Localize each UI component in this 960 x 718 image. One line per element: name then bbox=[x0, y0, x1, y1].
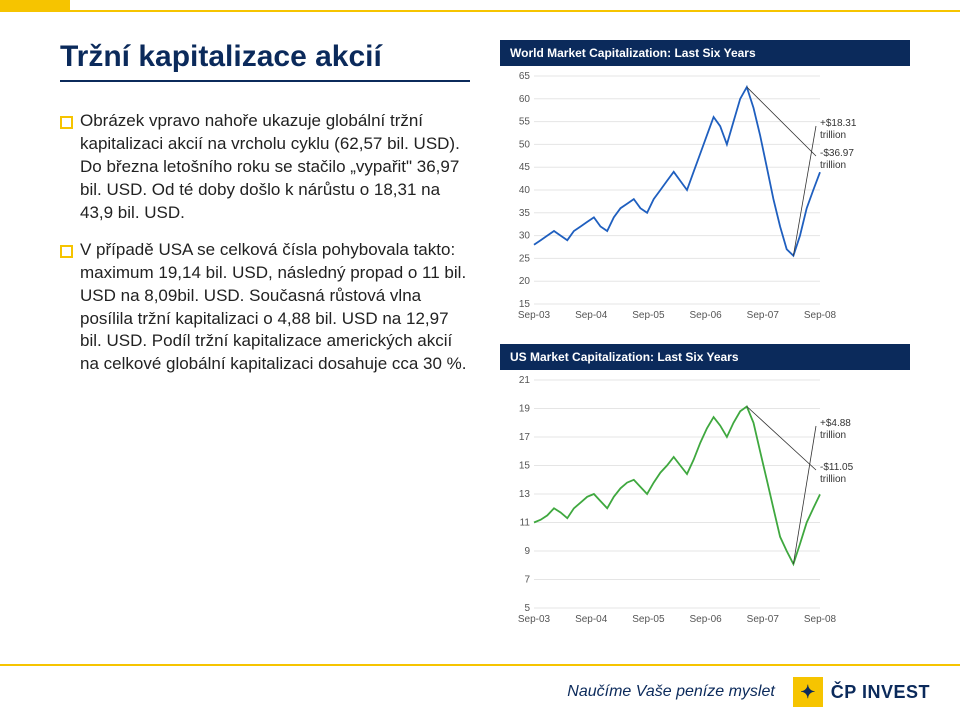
logo: ✦ ČP INVEST bbox=[793, 677, 930, 707]
chart-us: US Market Capitalization: Last Six Years… bbox=[500, 344, 910, 630]
logo-icon: ✦ bbox=[793, 677, 823, 707]
bullet-list: Obrázek vpravo nahoře ukazuje globální t… bbox=[60, 110, 470, 376]
svg-text:Sep-04: Sep-04 bbox=[575, 310, 608, 321]
svg-text:15: 15 bbox=[519, 299, 531, 310]
svg-text:9: 9 bbox=[524, 546, 530, 557]
svg-text:17: 17 bbox=[519, 432, 531, 443]
svg-text:55: 55 bbox=[519, 117, 531, 128]
svg-text:Sep-03: Sep-03 bbox=[518, 614, 551, 625]
svg-text:Sep-06: Sep-06 bbox=[689, 614, 722, 625]
chart-us-svg: 5 7 9 11 13 15 17 19 21 Sep-03 Sep-04 Sep-05 Sep-06 S… bbox=[500, 370, 910, 630]
bullet-item: Obrázek vpravo nahoře ukazuje globální t… bbox=[60, 110, 470, 225]
svg-text:21: 21 bbox=[519, 375, 531, 386]
svg-text:25: 25 bbox=[519, 253, 531, 264]
bullet-item: V případě USA se celková čísla pohyboval… bbox=[60, 239, 470, 377]
svg-text:Sep-05: Sep-05 bbox=[632, 614, 665, 625]
right-column: World Market Capitalization: Last Six Ye… bbox=[500, 40, 910, 648]
svg-text:45: 45 bbox=[519, 162, 531, 173]
svg-text:Sep-07: Sep-07 bbox=[747, 614, 780, 625]
svg-text:Sep-06: Sep-06 bbox=[689, 310, 722, 321]
chart-us-title: US Market Capitalization: Last Six Years bbox=[500, 344, 910, 370]
svg-text:50: 50 bbox=[519, 139, 531, 150]
footer: Naučíme Vaše peníze myslet ✦ ČP INVEST bbox=[0, 664, 960, 718]
slide: Tržní kapitalizace akcií Obrázek vpravo … bbox=[0, 0, 960, 648]
svg-text:Sep-07: Sep-07 bbox=[747, 310, 780, 321]
chart-world-title: World Market Capitalization: Last Six Ye… bbox=[500, 40, 910, 66]
chart-world-svg: 15 20 25 30 35 40 45 50 55 60 65 Sep-03 Sep-04 Sep-05… bbox=[500, 66, 910, 326]
svg-text:+$4.88trillion: +$4.88trillion bbox=[820, 418, 851, 441]
chart-world: World Market Capitalization: Last Six Ye… bbox=[500, 40, 910, 326]
svg-text:Sep-08: Sep-08 bbox=[804, 310, 837, 321]
svg-text:-$11.05trillion: -$11.05trillion bbox=[820, 462, 854, 485]
footer-tagline: Naučíme Vaše peníze myslet bbox=[567, 683, 775, 701]
svg-text:+$18.31trillion: +$18.31trillion bbox=[820, 118, 857, 141]
page-title: Tržní kapitalizace akcií bbox=[60, 40, 470, 82]
svg-text:5: 5 bbox=[524, 603, 530, 614]
logo-text: ČP INVEST bbox=[831, 682, 930, 703]
svg-text:65: 65 bbox=[519, 71, 531, 82]
svg-text:Sep-08: Sep-08 bbox=[804, 614, 837, 625]
svg-text:Sep-03: Sep-03 bbox=[518, 310, 551, 321]
left-column: Tržní kapitalizace akcií Obrázek vpravo … bbox=[60, 40, 470, 648]
svg-text:-$36.97trillion: -$36.97trillion bbox=[820, 148, 854, 171]
svg-text:35: 35 bbox=[519, 208, 531, 219]
svg-text:60: 60 bbox=[519, 94, 531, 105]
svg-text:Sep-05: Sep-05 bbox=[632, 310, 665, 321]
svg-text:20: 20 bbox=[519, 276, 531, 287]
svg-text:30: 30 bbox=[519, 231, 531, 242]
svg-text:19: 19 bbox=[519, 404, 531, 415]
svg-text:11: 11 bbox=[520, 518, 531, 529]
svg-text:13: 13 bbox=[519, 489, 531, 500]
svg-text:15: 15 bbox=[519, 461, 531, 472]
svg-text:40: 40 bbox=[519, 185, 531, 196]
svg-text:Sep-04: Sep-04 bbox=[575, 614, 608, 625]
svg-text:7: 7 bbox=[524, 575, 530, 586]
